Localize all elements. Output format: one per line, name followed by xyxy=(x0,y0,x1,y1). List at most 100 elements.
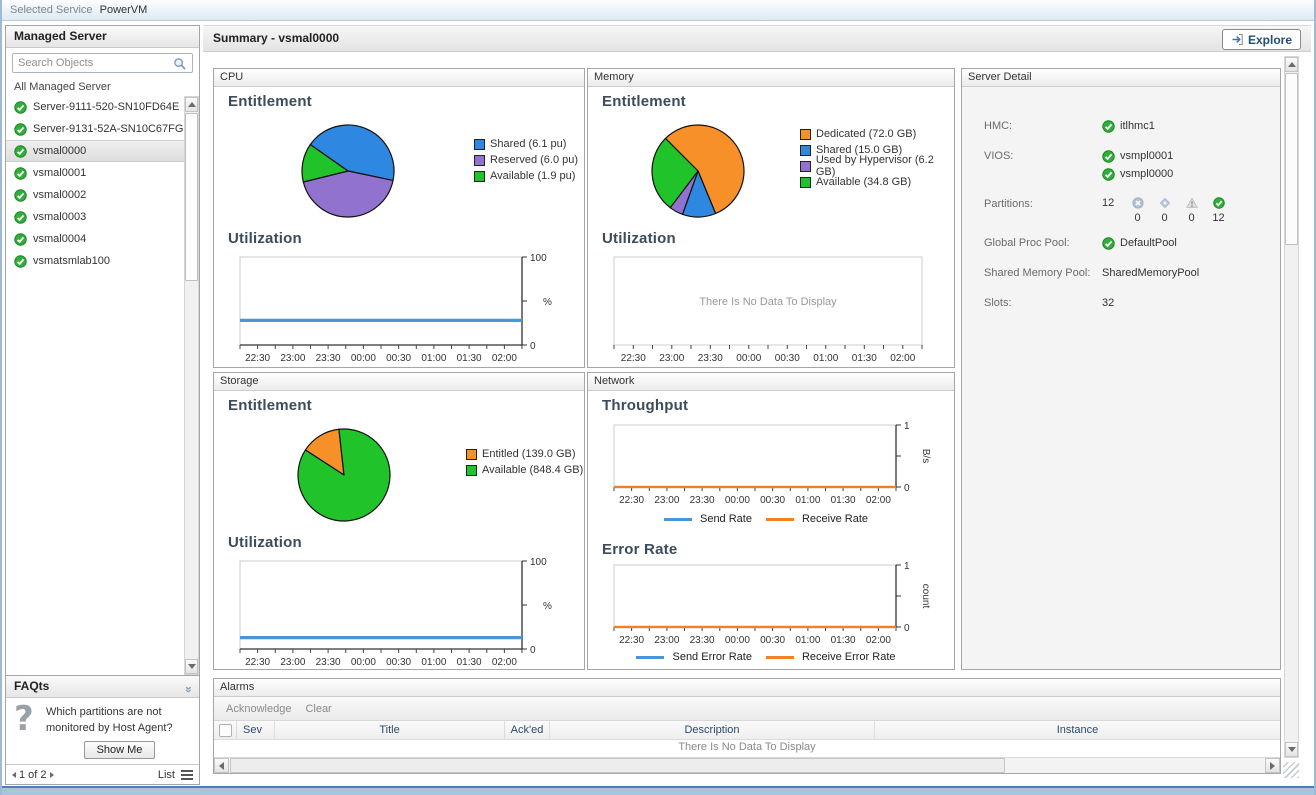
detail-label: Slots: xyxy=(984,297,1012,309)
network-error-rate-legend: Send Error Rate Receive Error Rate xyxy=(588,651,954,663)
pie-chart xyxy=(651,124,745,218)
detail-value[interactable]: vsmpl0001 xyxy=(1120,150,1174,162)
server-list-item[interactable]: vsmal0004 xyxy=(6,228,184,250)
network-panel-title: Network xyxy=(588,373,954,391)
alarms-panel: Alarms Acknowledge Clear Sev Title Ack'ed D… xyxy=(213,678,1281,774)
status-ok-icon xyxy=(14,122,27,136)
legend-label: Available (848.4 GB) xyxy=(482,464,584,476)
alarms-column-sev[interactable]: Sev xyxy=(236,721,274,739)
window-bottom-border xyxy=(2,786,1314,795)
scroll-thumb[interactable] xyxy=(185,113,198,281)
server-list-item[interactable]: Server-9131-52A-SN10C67FG xyxy=(6,118,184,140)
partition-count: 12 xyxy=(1212,212,1225,224)
alarms-column-description[interactable]: Description xyxy=(549,721,874,739)
top-bar: Selected Service PowerVM xyxy=(2,0,1314,21)
detail-label: Shared Memory Pool: xyxy=(984,267,1091,279)
server-list-item[interactable]: vsmal0002 xyxy=(6,184,184,206)
scroll-up-button[interactable] xyxy=(1285,57,1298,72)
main-area: Summary - vsmal0000 Explore CPU Entitlem… xyxy=(203,25,1311,785)
scroll-right-button[interactable] xyxy=(1265,758,1280,773)
server-detail-row: VIOS: vsmpl0001 vsmpl0000 xyxy=(984,149,1280,185)
detail-value[interactable]: itlhmc1 xyxy=(1120,120,1155,132)
detail-value[interactable]: DefaultPool xyxy=(1120,237,1177,249)
faq-list-label[interactable]: List xyxy=(157,768,175,781)
server-name: vsmatsmlab100 xyxy=(33,255,111,267)
svg-text:23:00: 23:00 xyxy=(654,495,679,506)
server-list-item[interactable]: vsmatsmlab100 xyxy=(6,250,184,272)
storage-panel-title: Storage xyxy=(214,373,584,391)
top-bar-service-name: PowerVM xyxy=(99,4,148,16)
explore-button[interactable]: Explore xyxy=(1221,29,1301,50)
scroll-down-button[interactable] xyxy=(1285,742,1298,757)
faq-pager: 1 of 2 xyxy=(19,768,47,781)
svg-text:100: 100 xyxy=(530,253,547,264)
server-list-item[interactable]: vsmal0001 xyxy=(6,162,184,184)
collapse-chevron-icon[interactable]: » xyxy=(182,686,197,693)
svg-text:01:00: 01:00 xyxy=(421,353,446,364)
alarms-column-acked[interactable]: Ack'ed xyxy=(504,721,549,739)
server-list-item[interactable]: Server-9111-520-SN10FD64E xyxy=(6,96,184,118)
server-list-item[interactable]: vsmal0000 xyxy=(6,140,184,162)
alarms-column-instance[interactable]: Instance xyxy=(874,721,1280,739)
resize-grip[interactable] xyxy=(1283,762,1299,778)
server-list-scrollbar[interactable] xyxy=(184,96,199,675)
search-input[interactable] xyxy=(12,53,193,73)
storage-entitlement-pie xyxy=(288,419,400,531)
status-ok-icon xyxy=(1102,167,1115,181)
list-icon[interactable] xyxy=(181,769,193,780)
svg-text:01:00: 01:00 xyxy=(795,495,820,506)
faq-next-icon[interactable] xyxy=(49,771,54,778)
top-bar-label: Selected Service xyxy=(10,4,93,16)
svg-text:01:00: 01:00 xyxy=(795,635,820,646)
svg-text:100: 100 xyxy=(530,557,547,568)
legend-item: Used by Hypervisor (6.2 GB) xyxy=(800,154,954,178)
svg-text:02:00: 02:00 xyxy=(866,635,891,646)
scroll-down-button[interactable] xyxy=(185,659,198,674)
storage-utilization-chart: 100 0% 22:30 23:00 23:30 00:00 00:30 01:00 01:30… xyxy=(226,555,576,673)
status-ok-icon xyxy=(1102,149,1115,163)
detail-value: SharedMemoryPool xyxy=(1102,267,1200,279)
search-icon[interactable] xyxy=(173,57,187,71)
svg-text:01:30: 01:30 xyxy=(831,635,856,646)
status-ok-icon xyxy=(14,232,27,246)
content-vertical-scrollbar[interactable] xyxy=(1284,56,1299,758)
server-name: vsmal0003 xyxy=(33,211,87,223)
svg-text:23:00: 23:00 xyxy=(280,657,305,668)
status-ok-icon xyxy=(1102,236,1115,250)
svg-text:23:30: 23:30 xyxy=(698,353,723,364)
svg-text:00:00: 00:00 xyxy=(725,495,750,506)
network-throughput-legend: Send Rate Receive Rate xyxy=(588,513,954,525)
acknowledge-button[interactable]: Acknowledge xyxy=(226,702,292,715)
alarms-column-title[interactable]: Title xyxy=(274,721,504,739)
server-name: vsmal0004 xyxy=(33,233,87,245)
server-detail-rows: HMC: itlhmc1 VIOS: vsmpl0001 vsmpl0000 Partit… xyxy=(962,87,1280,314)
network-throughput-title: Throughput xyxy=(602,397,689,414)
scroll-left-button[interactable] xyxy=(214,758,229,773)
legend-label: Available (1.9 pu) xyxy=(490,170,576,182)
storage-entitlement-legend: Entitled (139.0 GB) Available (848.4 GB) xyxy=(466,445,583,479)
legend-item: Available (848.4 GB) xyxy=(466,463,583,477)
svg-text:23:30: 23:30 xyxy=(316,353,341,364)
server-name: vsmal0000 xyxy=(33,145,87,157)
svg-text:22:30: 22:30 xyxy=(619,495,644,506)
status-ok-icon xyxy=(14,188,27,202)
show-me-button[interactable]: Show Me xyxy=(83,741,156,759)
svg-text:00:30: 00:30 xyxy=(386,657,411,668)
detail-label: Partitions: xyxy=(984,198,1033,210)
network-throughput-chart: 1 0 B/s 22:30 23:00 23:30 00:00 00:30 01:00 01:30… xyxy=(600,419,950,511)
clear-button[interactable]: Clear xyxy=(305,702,332,715)
scroll-thumb[interactable] xyxy=(1285,73,1298,245)
scroll-up-button[interactable] xyxy=(185,97,198,112)
legend-label: Dedicated (72.0 GB) xyxy=(816,128,917,140)
svg-text:0: 0 xyxy=(904,483,910,494)
alarms-horizontal-scrollbar[interactable] xyxy=(214,757,1280,773)
server-list-item[interactable]: vsmal0003 xyxy=(6,206,184,228)
select-all-checkbox[interactable] xyxy=(218,723,232,737)
line-chart: There Is No Data To Display 22:30 23:00 23:… xyxy=(613,256,923,364)
server-list: Server-9111-520-SN10FD64E Server-9131-52A… xyxy=(6,96,184,272)
legend-swatch xyxy=(663,517,692,521)
detail-value[interactable]: vsmpl0000 xyxy=(1120,168,1174,180)
scroll-thumb[interactable] xyxy=(230,758,1005,773)
faq-prev-icon[interactable] xyxy=(12,771,16,778)
alarms-title: Alarms xyxy=(214,679,1280,697)
